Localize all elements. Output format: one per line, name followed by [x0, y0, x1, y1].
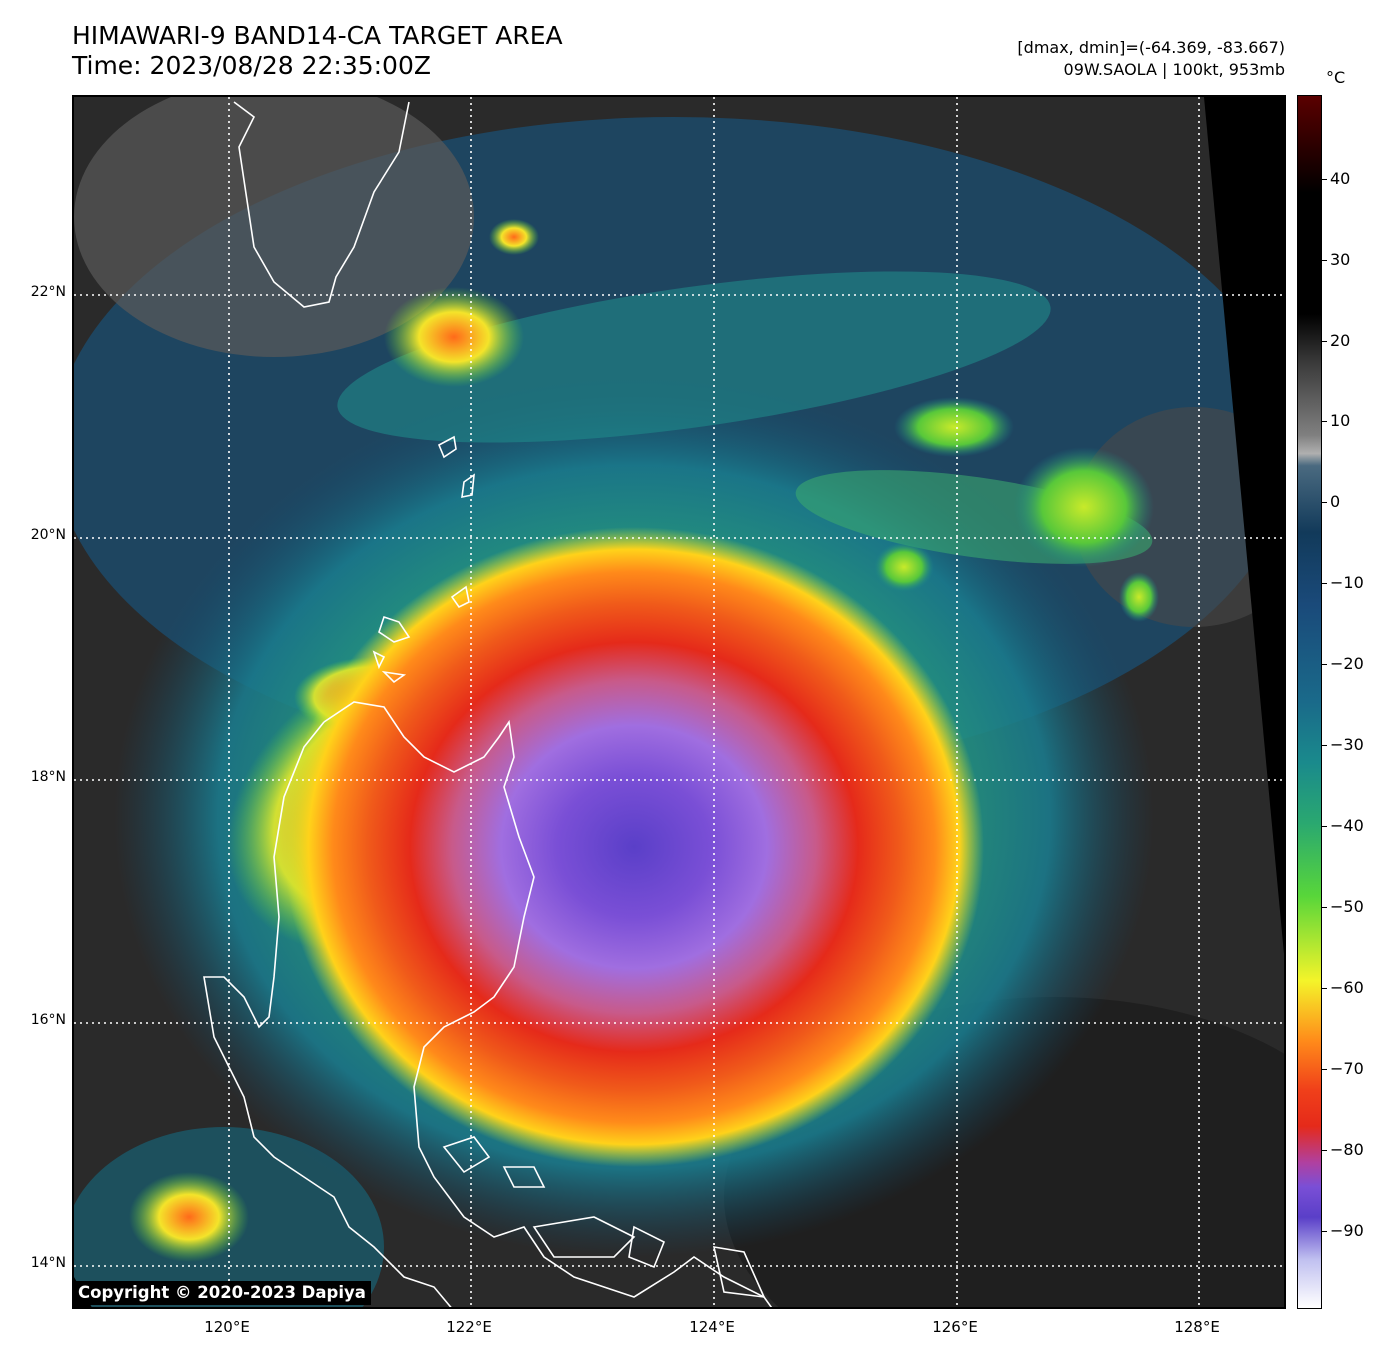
lon-label-122e: 122°E [446, 1318, 492, 1336]
colorbar-tick-label: 0 [1330, 492, 1341, 511]
lat-label-16n: 16°N [30, 1012, 66, 1028]
satellite-map[interactable] [72, 95, 1286, 1309]
image-title: HIMAWARI-9 BAND14-CA TARGET AREA [72, 21, 563, 50]
colorbar-tick-label: −50 [1330, 897, 1364, 916]
colorbar-tick-label: −10 [1330, 573, 1364, 592]
storm-info: 09W.SAOLA | 100kt, 953mb [1063, 60, 1285, 79]
lon-label-128e: 128°E [1174, 1318, 1220, 1336]
satellite-imagery [74, 97, 1284, 1307]
colorbar-tick-label: −80 [1330, 1140, 1364, 1159]
colorbar-tick-label: 20 [1330, 331, 1351, 350]
colorbar-tick-label: 10 [1330, 411, 1351, 430]
lat-label-20n: 20°N [30, 527, 66, 543]
lat-label-22n: 22°N [30, 284, 66, 300]
colorbar-tick-label: −70 [1330, 1059, 1364, 1078]
temperature-range: [dmax, dmin]=(-64.369, -83.667) [1017, 38, 1285, 57]
lon-label-124e: 124°E [689, 1318, 735, 1336]
lat-label-14n: 14°N [30, 1255, 66, 1271]
colorbar-tick-label: −60 [1330, 978, 1364, 997]
colorbar-tick-label: 40 [1330, 169, 1351, 188]
timestamp: Time: 2023/08/28 22:35:00Z [72, 51, 431, 80]
lon-label-120e: 120°E [204, 1318, 250, 1336]
colorbar-tick-label: −40 [1330, 816, 1364, 835]
colorbar-tick-label: −30 [1330, 735, 1364, 754]
colorbar-unit: °C [1326, 68, 1346, 87]
lat-label-18n: 18°N [30, 769, 66, 785]
colorbar-tick-label: 30 [1330, 250, 1351, 269]
colorbar-tick-label: −20 [1330, 654, 1364, 673]
colorbar [1297, 95, 1322, 1309]
colorbar-tick-label: −90 [1330, 1221, 1364, 1240]
copyright-notice: Copyright © 2020-2023 Dapiya [74, 1281, 371, 1305]
lon-label-126e: 126°E [932, 1318, 978, 1336]
